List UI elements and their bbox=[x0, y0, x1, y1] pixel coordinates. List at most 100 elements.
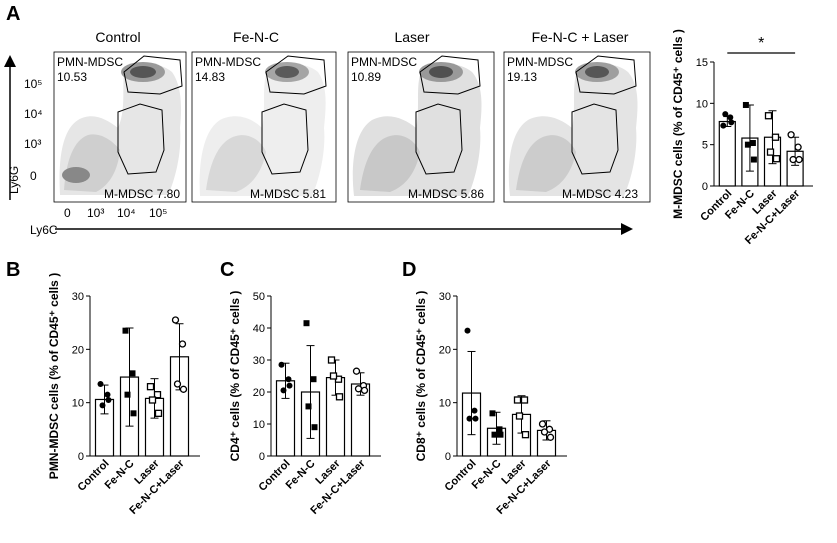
y-tick-label: 20 bbox=[439, 344, 451, 356]
panel-label-a: A bbox=[6, 3, 20, 25]
data-point bbox=[722, 111, 729, 118]
m-mdsc-text: M-MDSC 4.23 bbox=[562, 187, 638, 201]
category-label: Control bbox=[256, 458, 292, 494]
y-tick-label: 0 bbox=[445, 451, 451, 463]
pmn-mdsc-value: 14.83 bbox=[195, 70, 225, 84]
data-point bbox=[489, 410, 496, 417]
data-point bbox=[520, 396, 529, 404]
y-tick-label: 0 bbox=[702, 181, 708, 193]
data-point bbox=[720, 122, 727, 129]
data-point bbox=[124, 391, 131, 398]
pmn-mdsc-label: PMN-MDSC bbox=[57, 55, 123, 69]
data-point bbox=[749, 140, 756, 147]
flow-plot-title: Laser bbox=[394, 29, 429, 45]
data-point bbox=[154, 409, 163, 417]
bar-chart-cd4: 0 10 20 30 40 50 CD4⁺ cells (% of CD45⁺ cells … bbox=[228, 291, 381, 517]
data-point bbox=[538, 420, 547, 428]
data-point bbox=[305, 403, 312, 410]
m-mdsc-text: M-MDSC 5.86 bbox=[408, 187, 484, 201]
pmn-mdsc-value: 19.13 bbox=[507, 70, 537, 84]
flow-y-tick: 10⁵ bbox=[24, 77, 42, 91]
data-point bbox=[178, 340, 187, 348]
data-point bbox=[148, 396, 157, 404]
y-tick-label: 10 bbox=[253, 419, 265, 431]
y-tick-label: 15 bbox=[696, 57, 708, 69]
data-point bbox=[766, 148, 775, 156]
data-point bbox=[130, 410, 137, 417]
flow-x-tick: 10⁵ bbox=[149, 206, 167, 220]
data-point bbox=[310, 376, 317, 383]
data-point bbox=[99, 402, 106, 409]
flow-y-axis-label: Ly6G bbox=[7, 166, 21, 194]
flow-plot-fe-n-c-laser: Fe-N-C + Laser PMN-MDSC 19.13 M-MDSC 4.2… bbox=[503, 29, 651, 203]
flow-y-tick: 10⁴ bbox=[24, 107, 43, 121]
pmn-mdsc-label: PMN-MDSC bbox=[351, 55, 417, 69]
y-tick-label: 10 bbox=[439, 398, 451, 410]
y-tick-label: 0 bbox=[78, 451, 84, 463]
y-tick-label: 10 bbox=[696, 98, 708, 110]
data-point bbox=[335, 393, 344, 401]
panel-label-c: C bbox=[220, 259, 234, 281]
data-point bbox=[513, 396, 522, 404]
y-tick-label: 5 bbox=[702, 140, 708, 152]
data-point bbox=[352, 367, 361, 375]
bar-chart-pmn-mdsc: 0 10 20 30 PMN-MDSC cells (% of CD45⁺ cells … bbox=[47, 273, 200, 517]
data-point bbox=[727, 114, 734, 121]
y-tick-label: 20 bbox=[253, 387, 265, 399]
y-axis-label: CD8⁺ cells (% of CD45⁺ cells ) bbox=[414, 291, 428, 462]
y-tick-label: 10 bbox=[72, 398, 84, 410]
significance-star: * bbox=[758, 35, 764, 52]
data-point bbox=[280, 387, 287, 394]
data-point bbox=[97, 381, 104, 387]
flow-x-tick: 10³ bbox=[87, 206, 104, 220]
flow-plot-control: Control PMN-MDSC 10.53 M-MDSC 7.80 bbox=[53, 29, 187, 203]
bar-chart-cd8: 0 10 20 30 CD8⁺ cells (% of CD45⁺ cells ) Con… bbox=[414, 291, 567, 517]
y-axis-label: PMN-MDSC cells (% of CD45⁺ cells ) bbox=[47, 273, 61, 479]
m-mdsc-text: M-MDSC 7.80 bbox=[104, 187, 180, 201]
data-point bbox=[129, 370, 136, 377]
data-point bbox=[472, 415, 479, 422]
m-mdsc-text: M-MDSC 5.81 bbox=[250, 187, 326, 201]
data-point bbox=[546, 433, 555, 441]
category-label: Control bbox=[442, 458, 478, 494]
data-point bbox=[171, 316, 180, 324]
flow-plot-fe-n-c: Fe-N-C PMN-MDSC 14.83 M-MDSC 5.81 bbox=[191, 29, 337, 203]
data-point bbox=[787, 131, 795, 139]
data-point bbox=[744, 141, 751, 148]
y-tick-label: 30 bbox=[72, 291, 84, 303]
data-point bbox=[105, 397, 112, 403]
data-point bbox=[789, 155, 797, 164]
data-point bbox=[303, 320, 310, 327]
flow-y-tick: 0 bbox=[30, 169, 37, 183]
data-point bbox=[122, 327, 129, 334]
data-point bbox=[497, 431, 504, 438]
flow-plot-title: Control bbox=[95, 29, 140, 45]
data-point bbox=[466, 415, 473, 422]
data-point bbox=[471, 407, 478, 414]
data-point bbox=[360, 386, 369, 395]
data-point bbox=[354, 385, 363, 393]
pmn-mdsc-label: PMN-MDSC bbox=[507, 55, 573, 69]
bar bbox=[718, 120, 736, 187]
flow-plot-title: Fe-N-C + Laser bbox=[532, 29, 629, 45]
data-point bbox=[278, 361, 285, 368]
pmn-mdsc-value: 10.89 bbox=[351, 70, 381, 84]
panel-label-d: D bbox=[402, 259, 416, 281]
y-tick-label: 30 bbox=[439, 291, 451, 303]
data-point bbox=[728, 119, 735, 126]
data-point bbox=[179, 385, 188, 393]
data-point bbox=[795, 155, 803, 164]
y-tick-label: 50 bbox=[253, 291, 265, 303]
y-tick-label: 0 bbox=[259, 451, 265, 463]
data-point bbox=[764, 112, 773, 120]
data-point bbox=[464, 327, 471, 334]
data-point bbox=[521, 431, 530, 439]
pmn-mdsc-label: PMN-MDSC bbox=[195, 55, 261, 69]
flow-x-tick: 0 bbox=[64, 206, 71, 220]
y-tick-label: 30 bbox=[253, 355, 265, 367]
data-point bbox=[104, 391, 111, 398]
data-point bbox=[771, 133, 780, 141]
data-point bbox=[327, 356, 336, 364]
